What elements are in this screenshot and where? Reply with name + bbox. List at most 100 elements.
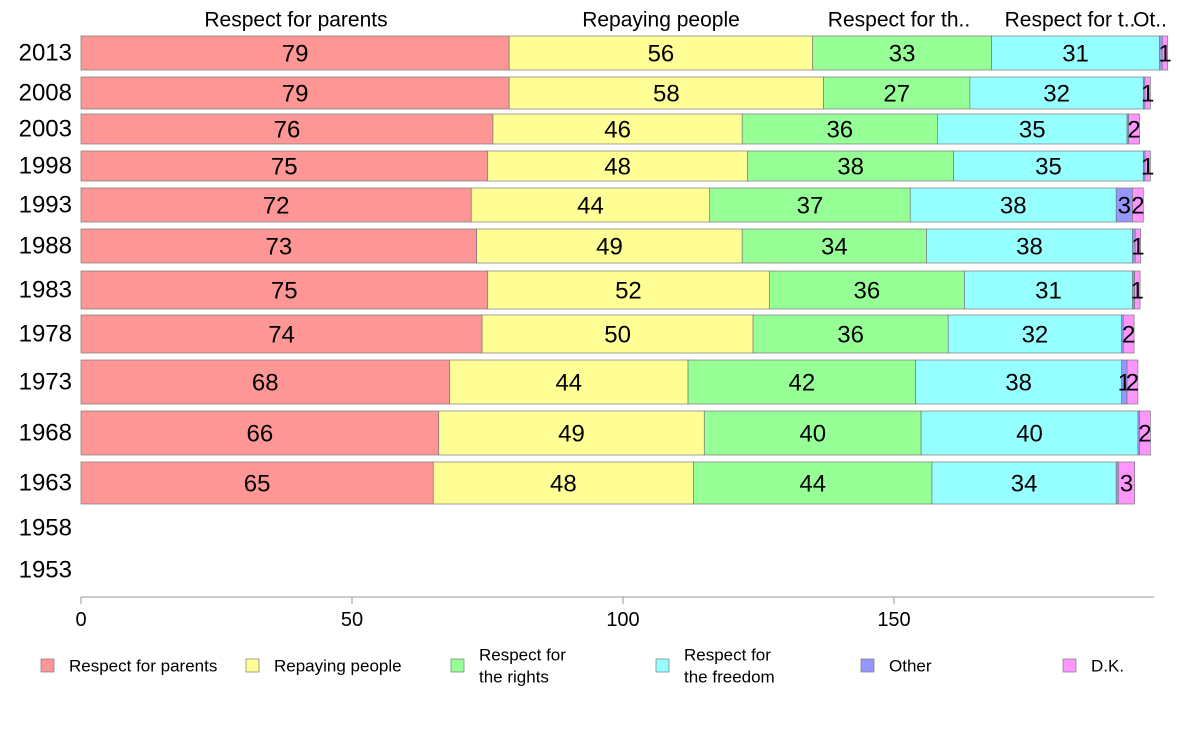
year-label-1983: 1983	[19, 277, 72, 304]
legend-label: Other	[889, 657, 932, 676]
bar-value-label: 1	[1131, 234, 1144, 261]
bar-value-label: 38	[1005, 370, 1032, 397]
bar-segment	[492, 113, 743, 145]
bar-segment	[80, 76, 510, 110]
bars-group: 79 56 33 31 179 58 27 32 176 46 36 35 275 48 38 35 172 44…	[80, 35, 1172, 505]
bar-segment	[741, 113, 938, 145]
top-category-label: Repaying people	[582, 9, 740, 32]
bar-segment	[909, 187, 1117, 223]
bar-value-label: 2	[1126, 370, 1139, 397]
bar-segment	[947, 314, 1122, 354]
bar-segment	[449, 359, 689, 405]
bar-value-label: 1	[1141, 81, 1154, 108]
year-labels: 2013 2008 2003 1998 1993 1988 1983 1978 1973 1968…	[19, 40, 72, 584]
bar-segment	[931, 461, 1117, 505]
bar-value-label: 72	[263, 193, 290, 220]
legend-label: D.K.	[1091, 657, 1124, 676]
bar-value-label: 35	[1035, 154, 1062, 181]
bar-value-label: 44	[577, 193, 604, 220]
bar-value-label: 48	[550, 471, 577, 498]
bar-segment	[926, 228, 1133, 264]
bar-value-label: 2	[1127, 117, 1140, 144]
bar-value-label: 44	[555, 370, 582, 397]
bar-segment	[1132, 187, 1144, 223]
legend-label: Respect for parents	[69, 657, 217, 676]
bar-segment	[1126, 359, 1139, 405]
bar-value-label: 1	[1131, 278, 1144, 305]
bar-value-label: 2	[1138, 421, 1151, 448]
x-axis: 0 50 100 150	[75, 596, 1155, 631]
bar-value-label: 42	[789, 370, 816, 397]
bar-segment	[481, 314, 754, 354]
top-category-label: Ot..	[1133, 9, 1167, 32]
bar-value-label: 36	[854, 278, 881, 305]
bar-value-label: 40	[1016, 421, 1043, 448]
bar-segment	[80, 35, 510, 71]
top-category-labels: Respect for parents Repaying people Respec…	[204, 9, 1167, 32]
bar-segment	[823, 76, 971, 110]
year-label-2008: 2008	[19, 80, 72, 107]
legend-swatch	[40, 658, 55, 673]
bar-value-label: 34	[1011, 471, 1038, 498]
x-tick-label: 50	[341, 609, 363, 631]
bar-value-label: 27	[883, 81, 910, 108]
legend-label: the freedom	[684, 668, 775, 687]
bar-segment	[476, 228, 743, 264]
year-label-1953: 1953	[19, 557, 72, 584]
year-label-2003: 2003	[19, 116, 72, 143]
legend-label: Repaying people	[274, 657, 402, 676]
bar-segment	[969, 76, 1144, 110]
bar-segment	[508, 35, 814, 71]
bar-value-label: 49	[596, 234, 623, 261]
bar-segment	[693, 461, 933, 505]
bar-segment	[470, 187, 711, 223]
legend-swatch	[450, 658, 465, 673]
bar-value-label: 58	[653, 81, 680, 108]
bar-segment	[915, 359, 1122, 405]
bar-segment	[80, 228, 478, 264]
year-label-1963: 1963	[19, 470, 72, 497]
bar-segment	[812, 35, 992, 71]
bar-value-label: 73	[265, 234, 292, 261]
x-tick-label: 100	[606, 609, 639, 631]
bar-value-label: 79	[282, 41, 309, 68]
x-tick-label: 150	[877, 609, 910, 631]
bar-segment	[687, 359, 917, 405]
bar-value-label: 50	[604, 322, 631, 349]
bar-value-label: 68	[252, 370, 279, 397]
bar-value-label: 34	[821, 234, 848, 261]
legend-swatch	[860, 658, 875, 673]
year-label-1958: 1958	[19, 515, 72, 542]
bar-value-label: 46	[604, 117, 631, 144]
bar-value-label: 31	[1062, 41, 1089, 68]
year-label-1973: 1973	[19, 369, 72, 396]
bar-segment	[438, 410, 705, 456]
bar-segment	[80, 314, 483, 354]
bar-value-label: 2	[1131, 193, 1144, 220]
top-category-label: Respect for t..	[1005, 9, 1136, 32]
bar-value-label: 66	[247, 421, 274, 448]
bar-value-label: 3	[1120, 471, 1133, 498]
legend-label: Respect for	[684, 646, 771, 665]
bar-segment	[991, 35, 1160, 71]
bar-value-label: 75	[271, 154, 298, 181]
year-label-1978: 1978	[19, 321, 72, 348]
bar-segment	[1144, 76, 1151, 110]
bar-value-label: 76	[274, 117, 301, 144]
bar-segment	[768, 270, 965, 310]
bar-value-label: 37	[797, 193, 824, 220]
bar-segment	[1144, 150, 1151, 182]
legend-swatch	[655, 658, 670, 673]
bar-value-label: 38	[837, 154, 864, 181]
year-label-1988: 1988	[19, 233, 72, 260]
bar-segment	[920, 410, 1139, 456]
bar-segment	[487, 270, 770, 310]
bar-value-label: 40	[799, 421, 826, 448]
bar-segment	[747, 150, 954, 182]
legend-label: Respect for	[479, 646, 566, 665]
bar-segment	[432, 461, 694, 505]
bar-value-label: 38	[1000, 193, 1027, 220]
bar-value-label: 48	[604, 154, 631, 181]
bar-segment	[1139, 410, 1151, 456]
